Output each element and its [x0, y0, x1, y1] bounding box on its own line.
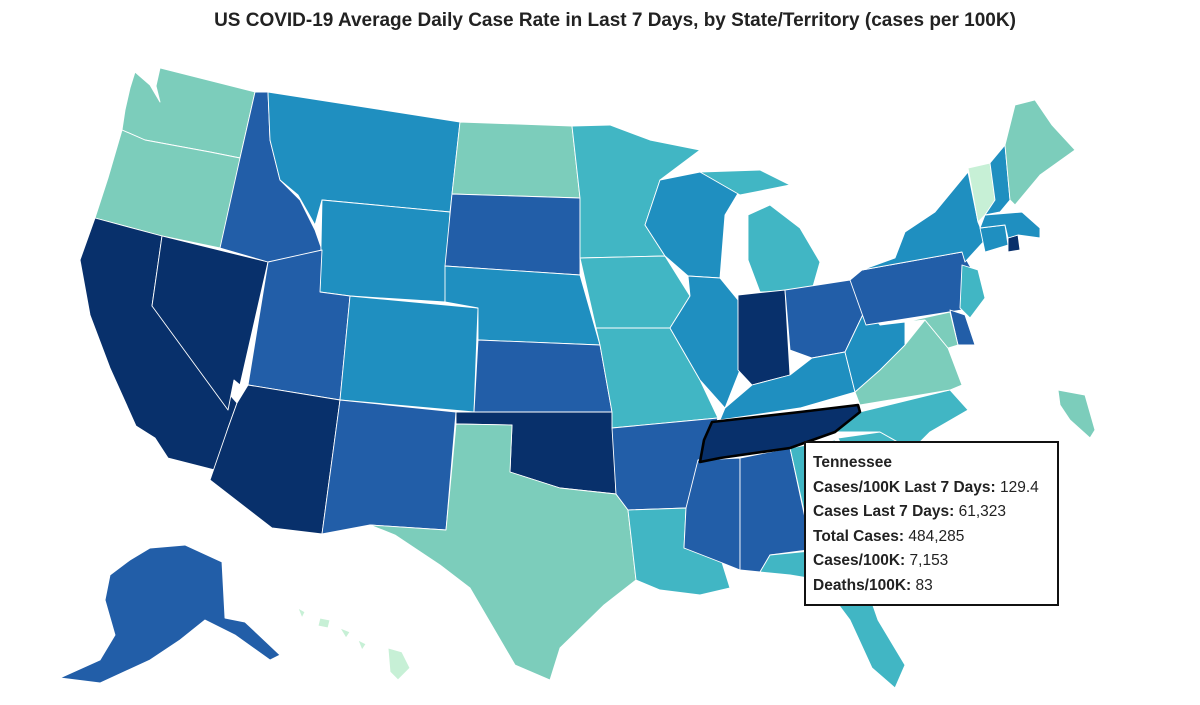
state-iowa[interactable]: Iowa [579, 255, 691, 329]
state-colorado[interactable]: Colorado [339, 295, 479, 413]
state-michigan[interactable]: Michigan [699, 169, 821, 293]
tooltip-row-deaths-100k: Deaths/100K: 83 [813, 576, 933, 594]
state-tooltip: Tennessee Cases/100K Last 7 Days: 129.4 … [804, 441, 1059, 606]
state-south-dakota[interactable]: South Dakota [444, 193, 581, 276]
state-kansas[interactable]: Kansas [473, 339, 613, 413]
state-maryland[interactable]: Maryland [904, 311, 959, 349]
state-new-jersey[interactable]: New Jersey [959, 264, 986, 319]
tooltip-row-cases-100k-7d: Cases/100K Last 7 Days: 129.4 [813, 478, 1039, 496]
state-north-dakota[interactable]: North Dakota [451, 121, 581, 199]
state-connecticut[interactable]: Connecticut [979, 224, 1009, 253]
state-alaska[interactable]: Alaska [59, 544, 281, 684]
tooltip-row-cases-100k: Cases/100K: 7,153 [813, 552, 949, 569]
tooltip-row-total-cases: Total Cases: 484,285 [813, 527, 965, 545]
state-puerto-rico[interactable]: Puerto Rico [1057, 389, 1096, 439]
state-new-york[interactable]: New York [861, 171, 986, 271]
state-maine[interactable]: Maine [1004, 99, 1076, 206]
state-north-carolina[interactable]: North Carolina [834, 389, 969, 451]
state-massachusetts[interactable]: Massachusetts [979, 211, 1041, 239]
tooltip-state-name: Tennessee [813, 454, 892, 471]
state-tennessee[interactable]: Tennessee [698, 403, 862, 464]
tooltip-row-cases-7d: Cases Last 7 Days: 61,323 [813, 503, 1007, 520]
state-wyoming[interactable]: Wyoming [319, 199, 451, 303]
map-title: US COVID-19 Average Daily Case Rate in L… [214, 10, 1016, 31]
state-texas[interactable]: Texas [369, 423, 637, 681]
state-hawaii[interactable]: Hawaii [297, 607, 411, 681]
state-indiana[interactable]: Indiana [737, 289, 791, 386]
state-new-mexico[interactable]: New Mexico [321, 399, 457, 535]
